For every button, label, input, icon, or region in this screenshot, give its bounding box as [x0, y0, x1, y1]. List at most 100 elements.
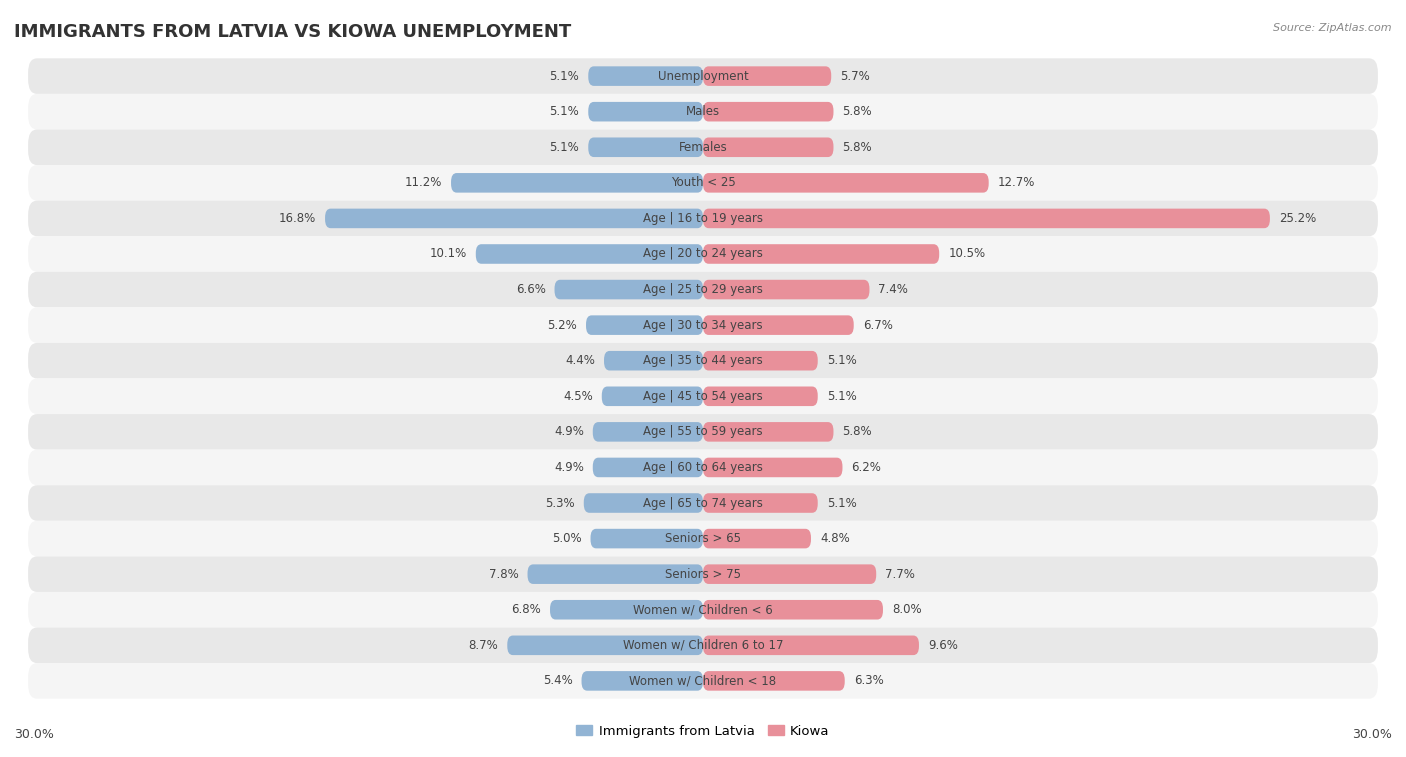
- Text: 4.4%: 4.4%: [565, 354, 595, 367]
- FancyBboxPatch shape: [703, 351, 818, 370]
- Text: 8.0%: 8.0%: [891, 603, 921, 616]
- Text: 5.7%: 5.7%: [841, 70, 870, 83]
- FancyBboxPatch shape: [703, 671, 845, 690]
- Text: Women w/ Children 6 to 17: Women w/ Children 6 to 17: [623, 639, 783, 652]
- Text: 5.8%: 5.8%: [842, 141, 872, 154]
- FancyBboxPatch shape: [28, 272, 1378, 307]
- FancyBboxPatch shape: [703, 387, 818, 406]
- Text: 6.6%: 6.6%: [516, 283, 546, 296]
- FancyBboxPatch shape: [593, 422, 703, 441]
- FancyBboxPatch shape: [703, 280, 869, 299]
- FancyBboxPatch shape: [588, 102, 703, 121]
- Text: Age | 20 to 24 years: Age | 20 to 24 years: [643, 248, 763, 260]
- Text: 5.1%: 5.1%: [827, 390, 856, 403]
- Text: 5.8%: 5.8%: [842, 105, 872, 118]
- Text: 4.8%: 4.8%: [820, 532, 849, 545]
- Text: Seniors > 65: Seniors > 65: [665, 532, 741, 545]
- Text: 7.8%: 7.8%: [489, 568, 519, 581]
- Text: 5.1%: 5.1%: [827, 497, 856, 509]
- Text: 30.0%: 30.0%: [1353, 727, 1392, 741]
- Text: Age | 45 to 54 years: Age | 45 to 54 years: [643, 390, 763, 403]
- FancyBboxPatch shape: [703, 458, 842, 477]
- Text: Females: Females: [679, 141, 727, 154]
- FancyBboxPatch shape: [703, 209, 1270, 228]
- FancyBboxPatch shape: [703, 636, 920, 655]
- FancyBboxPatch shape: [582, 671, 703, 690]
- FancyBboxPatch shape: [28, 58, 1378, 94]
- Text: Males: Males: [686, 105, 720, 118]
- Text: Age | 30 to 34 years: Age | 30 to 34 years: [643, 319, 763, 332]
- FancyBboxPatch shape: [28, 378, 1378, 414]
- Text: 4.9%: 4.9%: [554, 461, 583, 474]
- Text: 5.1%: 5.1%: [827, 354, 856, 367]
- FancyBboxPatch shape: [703, 173, 988, 192]
- Text: 4.9%: 4.9%: [554, 425, 583, 438]
- Text: 11.2%: 11.2%: [405, 176, 441, 189]
- Text: Age | 55 to 59 years: Age | 55 to 59 years: [643, 425, 763, 438]
- Text: Age | 16 to 19 years: Age | 16 to 19 years: [643, 212, 763, 225]
- Text: 5.1%: 5.1%: [550, 70, 579, 83]
- Text: 25.2%: 25.2%: [1279, 212, 1316, 225]
- Text: Age | 65 to 74 years: Age | 65 to 74 years: [643, 497, 763, 509]
- Text: 7.7%: 7.7%: [886, 568, 915, 581]
- Text: 30.0%: 30.0%: [14, 727, 53, 741]
- Text: 5.1%: 5.1%: [550, 141, 579, 154]
- Text: 6.3%: 6.3%: [853, 674, 883, 687]
- FancyBboxPatch shape: [28, 414, 1378, 450]
- Text: Age | 25 to 29 years: Age | 25 to 29 years: [643, 283, 763, 296]
- Text: 6.7%: 6.7%: [863, 319, 893, 332]
- Text: 5.1%: 5.1%: [550, 105, 579, 118]
- Text: 10.5%: 10.5%: [948, 248, 986, 260]
- Text: 4.5%: 4.5%: [562, 390, 593, 403]
- FancyBboxPatch shape: [703, 138, 834, 157]
- Text: 5.4%: 5.4%: [543, 674, 572, 687]
- FancyBboxPatch shape: [586, 316, 703, 335]
- Text: 5.8%: 5.8%: [842, 425, 872, 438]
- Text: Seniors > 75: Seniors > 75: [665, 568, 741, 581]
- FancyBboxPatch shape: [527, 565, 703, 584]
- Text: Youth < 25: Youth < 25: [671, 176, 735, 189]
- FancyBboxPatch shape: [451, 173, 703, 192]
- Text: Source: ZipAtlas.com: Source: ZipAtlas.com: [1274, 23, 1392, 33]
- FancyBboxPatch shape: [703, 529, 811, 548]
- FancyBboxPatch shape: [28, 307, 1378, 343]
- FancyBboxPatch shape: [703, 565, 876, 584]
- FancyBboxPatch shape: [554, 280, 703, 299]
- FancyBboxPatch shape: [703, 494, 818, 512]
- Legend: Immigrants from Latvia, Kiowa: Immigrants from Latvia, Kiowa: [571, 719, 835, 743]
- Text: Age | 35 to 44 years: Age | 35 to 44 years: [643, 354, 763, 367]
- FancyBboxPatch shape: [602, 387, 703, 406]
- Text: Age | 60 to 64 years: Age | 60 to 64 years: [643, 461, 763, 474]
- FancyBboxPatch shape: [550, 600, 703, 619]
- Text: 12.7%: 12.7%: [998, 176, 1035, 189]
- FancyBboxPatch shape: [593, 458, 703, 477]
- Text: 5.0%: 5.0%: [553, 532, 582, 545]
- Text: 5.2%: 5.2%: [547, 319, 576, 332]
- FancyBboxPatch shape: [28, 663, 1378, 699]
- FancyBboxPatch shape: [508, 636, 703, 655]
- Text: 9.6%: 9.6%: [928, 639, 957, 652]
- Text: Women w/ Children < 6: Women w/ Children < 6: [633, 603, 773, 616]
- Text: Women w/ Children < 18: Women w/ Children < 18: [630, 674, 776, 687]
- FancyBboxPatch shape: [325, 209, 703, 228]
- FancyBboxPatch shape: [28, 129, 1378, 165]
- FancyBboxPatch shape: [28, 94, 1378, 129]
- FancyBboxPatch shape: [703, 245, 939, 263]
- FancyBboxPatch shape: [28, 450, 1378, 485]
- FancyBboxPatch shape: [28, 592, 1378, 628]
- FancyBboxPatch shape: [588, 138, 703, 157]
- Text: 10.1%: 10.1%: [430, 248, 467, 260]
- FancyBboxPatch shape: [28, 521, 1378, 556]
- FancyBboxPatch shape: [703, 102, 834, 121]
- FancyBboxPatch shape: [605, 351, 703, 370]
- FancyBboxPatch shape: [703, 67, 831, 86]
- FancyBboxPatch shape: [591, 529, 703, 548]
- FancyBboxPatch shape: [583, 494, 703, 512]
- Text: Unemployment: Unemployment: [658, 70, 748, 83]
- Text: 5.3%: 5.3%: [546, 497, 575, 509]
- FancyBboxPatch shape: [28, 165, 1378, 201]
- Text: 6.8%: 6.8%: [512, 603, 541, 616]
- Text: 7.4%: 7.4%: [879, 283, 908, 296]
- FancyBboxPatch shape: [28, 236, 1378, 272]
- FancyBboxPatch shape: [28, 556, 1378, 592]
